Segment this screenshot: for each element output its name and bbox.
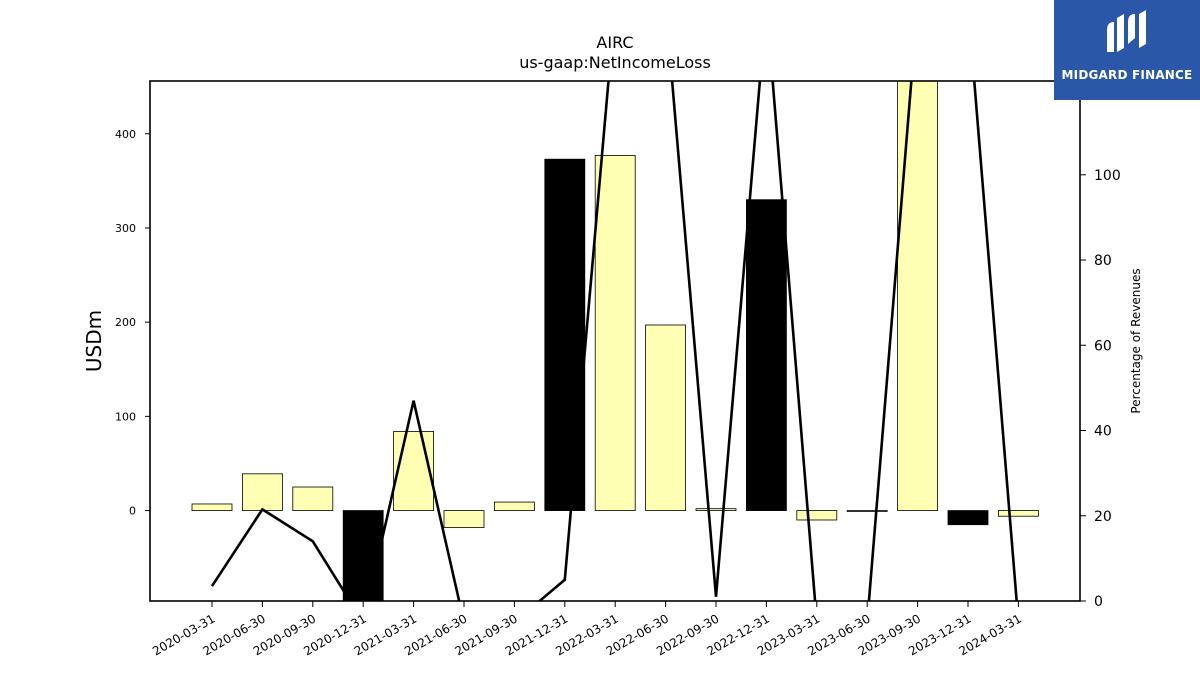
brand-mark-icon <box>1107 10 1146 52</box>
bar <box>292 486 334 511</box>
bar <box>846 510 888 512</box>
chart-title: AIRC <box>596 33 633 52</box>
bars <box>191 81 1039 601</box>
y-tick-label: 100 <box>115 410 136 423</box>
y2-tick-label: 0 <box>1094 594 1103 610</box>
bar <box>342 510 384 601</box>
bar <box>645 324 686 511</box>
series-line <box>210 81 1018 601</box>
bar <box>493 501 535 511</box>
bar <box>241 473 283 511</box>
brand-logo-text: MIDGARD FINANCE <box>1061 68 1193 82</box>
ratio-line-group <box>210 81 1018 601</box>
bar <box>544 158 586 511</box>
chart-subtitle: us-gaap:NetIncomeLoss <box>519 53 711 72</box>
brand-logo: MIDGARD FINANCE <box>1054 0 1200 100</box>
bar <box>695 508 737 511</box>
bar <box>594 155 636 511</box>
bar <box>393 431 435 511</box>
y-axis-label: USDm <box>82 310 106 372</box>
bar <box>796 510 838 521</box>
x-axis: 2020-03-312020-06-302020-09-302020-12-31… <box>150 601 1024 658</box>
bar <box>947 510 989 526</box>
y2-axis: 0 20 40 60 80 100 <box>1080 168 1121 610</box>
y-tick-label: 300 <box>115 222 136 235</box>
y2-tick-label: 80 <box>1094 253 1112 269</box>
y-tick-label: 400 <box>115 128 136 141</box>
y2-axis-label: Percentage of Revenues <box>1129 268 1143 413</box>
bar <box>897 81 938 511</box>
y2-tick-label: 100 <box>1094 168 1121 184</box>
y2-tick-label: 60 <box>1094 338 1112 354</box>
bar <box>746 199 787 511</box>
bar <box>998 510 1039 517</box>
y2-tick-label: 40 <box>1094 424 1112 440</box>
bar <box>191 503 233 511</box>
y-tick-label: 200 <box>115 316 136 329</box>
y-axis: 0 100 200 300 400 <box>115 128 150 518</box>
bar <box>443 510 485 528</box>
y-tick-label: 0 <box>129 505 136 518</box>
y2-tick-label: 20 <box>1094 509 1112 525</box>
